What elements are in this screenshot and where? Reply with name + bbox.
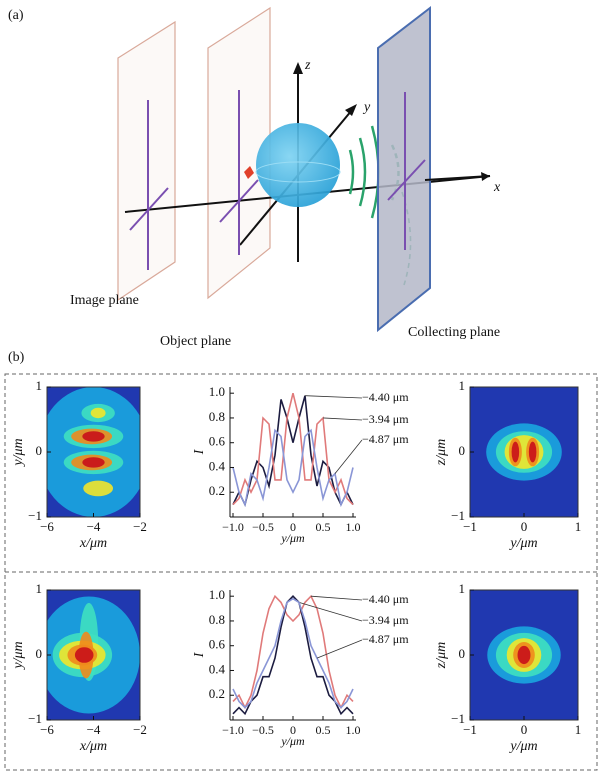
annotation-arrow xyxy=(323,418,362,420)
intensity-blob xyxy=(75,647,94,663)
y-tick-label: 0 xyxy=(459,443,466,458)
x-tick-label: 0.5 xyxy=(316,723,331,737)
intensity-blob xyxy=(529,442,537,463)
x-tick-label: 1.0 xyxy=(346,723,361,737)
y-arrow xyxy=(345,104,357,116)
z-arrow xyxy=(293,62,303,74)
y-tick-label: 0 xyxy=(36,443,43,458)
y-tick-label: 1 xyxy=(36,378,43,393)
x-axis-label: y/μm xyxy=(508,536,537,551)
series-label: −4.40 μm xyxy=(362,592,409,606)
x-tick-label: −4 xyxy=(87,519,101,534)
panel-label: (b) xyxy=(8,350,25,365)
x-tick-label: −0.5 xyxy=(252,520,274,534)
annotation-arrow xyxy=(299,602,362,621)
series-line xyxy=(233,599,353,708)
y-tick-label: 0.6 xyxy=(209,434,226,449)
series-line xyxy=(233,393,353,504)
axis-label: z xyxy=(304,58,311,73)
y-tick-label: 0.8 xyxy=(209,612,225,627)
image-plane-shape xyxy=(118,22,175,300)
series-label: −3.94 μm xyxy=(362,412,409,426)
y-tick-label: 0.2 xyxy=(209,686,225,701)
intensity-blob xyxy=(518,646,531,664)
x-axis-label: x/μm xyxy=(79,536,107,551)
axis-label: y xyxy=(362,100,371,115)
x-tick-label: −2 xyxy=(133,519,147,534)
y-tick-label: 1 xyxy=(459,378,466,393)
y-tick-label: 0.4 xyxy=(209,661,226,676)
y-tick-label: 0.2 xyxy=(209,483,225,498)
figure: (a) z y x Image plane Object plane Colle… xyxy=(0,0,604,775)
x-tick-label: 0 xyxy=(521,722,528,737)
y-tick-label: 1.0 xyxy=(209,587,225,602)
x-tick-label: 0.5 xyxy=(316,520,331,534)
x-tick-label: 0 xyxy=(521,519,528,534)
annotation-arrow xyxy=(311,596,362,600)
x-tick-label: −1.0 xyxy=(222,520,244,534)
y-tick-label: 0 xyxy=(459,646,466,661)
x-tick-label: 1.0 xyxy=(346,520,361,534)
series-label: −4.87 μm xyxy=(362,632,409,646)
y-tick-label: 0.8 xyxy=(209,409,225,424)
y-tick-label: 0.6 xyxy=(209,637,226,652)
heatmap-image xyxy=(470,590,578,720)
y-axis-label: I xyxy=(192,448,207,455)
y-tick-label: 1 xyxy=(459,581,466,596)
annotation-arrow xyxy=(305,396,362,398)
y-tick-label: 1.0 xyxy=(209,384,225,399)
y-axis-label: y/μm xyxy=(11,438,26,467)
x-axis-label: x/μm xyxy=(79,739,107,754)
y-tick-label: −1 xyxy=(451,508,465,523)
x-tick-label: −0.5 xyxy=(252,723,274,737)
series-label: −4.87 μm xyxy=(362,432,409,446)
y-tick-label: 0 xyxy=(36,646,43,661)
series-label: −4.40 μm xyxy=(362,390,409,404)
heatmap-image xyxy=(38,387,150,517)
x-tick-label: −1.0 xyxy=(222,723,244,737)
y-tick-label: −1 xyxy=(28,508,42,523)
plane-label: Object plane xyxy=(160,334,231,349)
x-tick-label: 1 xyxy=(575,519,582,534)
plane-label: Collecting plane xyxy=(408,325,500,340)
axis-label: x xyxy=(493,180,501,195)
heatmap-image xyxy=(38,590,140,720)
x-tick-label: −6 xyxy=(40,722,54,737)
x-axis-label: y/μm xyxy=(280,531,305,545)
y-tick-label: 0.4 xyxy=(209,458,226,473)
y-axis-label: y/μm xyxy=(11,641,26,670)
intensity-blob xyxy=(82,457,104,467)
intensity-blob xyxy=(83,481,113,497)
x-tick-label: 1 xyxy=(575,722,582,737)
plane-label: Image plane xyxy=(70,293,139,308)
y-tick-label: −1 xyxy=(28,711,42,726)
intensity-blob xyxy=(82,431,104,441)
series-line xyxy=(233,396,353,505)
x-tick-label: −6 xyxy=(40,519,54,534)
x-axis-label: y/μm xyxy=(508,739,537,754)
x-tick-label: −4 xyxy=(87,722,101,737)
intensity-blob xyxy=(512,442,520,463)
y-axis-label: z/μm xyxy=(434,439,449,466)
y-tick-label: 1 xyxy=(36,581,43,596)
y-axis-label: z/μm xyxy=(434,642,449,669)
y-tick-label: −1 xyxy=(451,711,465,726)
series-label: −3.94 μm xyxy=(362,613,409,627)
intensity-blob xyxy=(91,408,106,418)
heatmap-image xyxy=(470,387,578,517)
panel-label: (a) xyxy=(8,8,24,23)
x-tick-label: −1 xyxy=(463,722,477,737)
x-axis-label: y/μm xyxy=(280,734,305,748)
x-tick-label: −2 xyxy=(133,722,147,737)
annotation-arrow xyxy=(335,440,362,474)
y-axis-label: I xyxy=(192,651,207,658)
x-tick-label: −1 xyxy=(463,519,477,534)
